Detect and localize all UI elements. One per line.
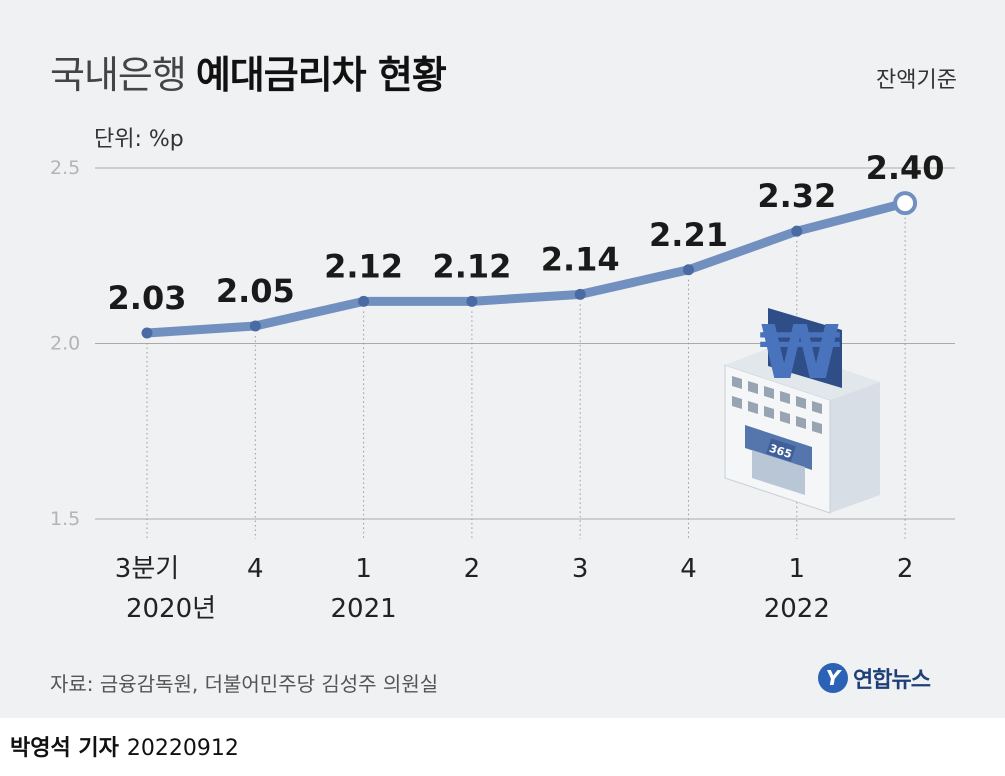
data-point [574,288,586,300]
x-tick-label: 2 [464,554,481,584]
source-note: 자료: 금융감독원, 더불어민주당 김성주 의원실 [50,672,439,696]
grid-layer: 1.5 2.0 2.5 [50,157,955,539]
x-tick-label: 4 [680,554,697,584]
value-label: 2.32 [757,177,836,215]
title-light: 국내은행 [50,53,187,97]
data-point [683,264,694,276]
basis-note: 잔액기준 [876,68,957,93]
building-sign-box [766,438,796,462]
data-points-layer [141,191,918,339]
data-point [358,295,370,307]
data-point [249,320,261,332]
value-label: 2.40 [866,149,945,187]
line-chart: 1.5 2.0 2.5 365 ₩ [50,127,955,624]
x-year-label: 2020년 [126,594,216,624]
x-tick-label: 3분기 [115,554,179,584]
won-sign-icon: ₩ [759,308,842,396]
y-tick-label: 2.5 [50,157,80,179]
data-point-highlight [893,191,918,216]
building-side [830,382,880,513]
y-tick-label: 1.5 [50,508,80,530]
x-tick-label: 2 [897,554,914,584]
unit-label: 단위: %p [94,127,184,152]
value-label: 2.03 [108,279,187,317]
x-year-label: 2022 [764,594,830,624]
byline-date: 20220912 [126,736,239,761]
value-label: 2.21 [649,216,728,254]
logo-mark-icon: Y [818,663,848,693]
value-labels-layer: 2.03 2.05 2.12 2.12 2.14 2.21 2.32 2.40 [108,149,945,317]
x-tick-label: 3 [572,554,589,584]
byline-name: 박영석 기자 [10,736,119,761]
x-tick-label: 4 [247,554,264,584]
building-entrance [752,450,805,495]
value-label: 2.12 [432,247,511,285]
svg-text:₩: ₩ [759,310,841,396]
x-tick-label: 1 [355,554,372,584]
series-line-layer [142,198,910,338]
data-point [791,225,803,237]
data-point [466,295,478,307]
x-axis-labels: 3분기 4 1 2 3 4 1 2 2020년 2021 2022 [115,554,914,624]
title-bold: 예대금리차 현황 [195,53,447,97]
byline: 박영석 기자 20220912 [10,730,239,762]
value-label: 2.12 [324,247,403,285]
building-windows [732,376,822,434]
series-line [142,198,910,338]
bank-building-illustration: 365 ₩ [724,308,880,514]
value-label: 2.05 [216,272,295,310]
chart-title: 국내은행 예대금리차 현황 [50,44,447,99]
yonhap-logo: Y 연합뉴스 [818,662,931,694]
logo-text: 연합뉴스 [853,668,931,693]
x-year-label: 2021 [331,594,397,624]
y-tick-label: 2.0 [50,333,80,355]
value-label: 2.14 [541,240,620,278]
x-tick-label: 1 [789,554,806,584]
data-point [141,327,153,339]
